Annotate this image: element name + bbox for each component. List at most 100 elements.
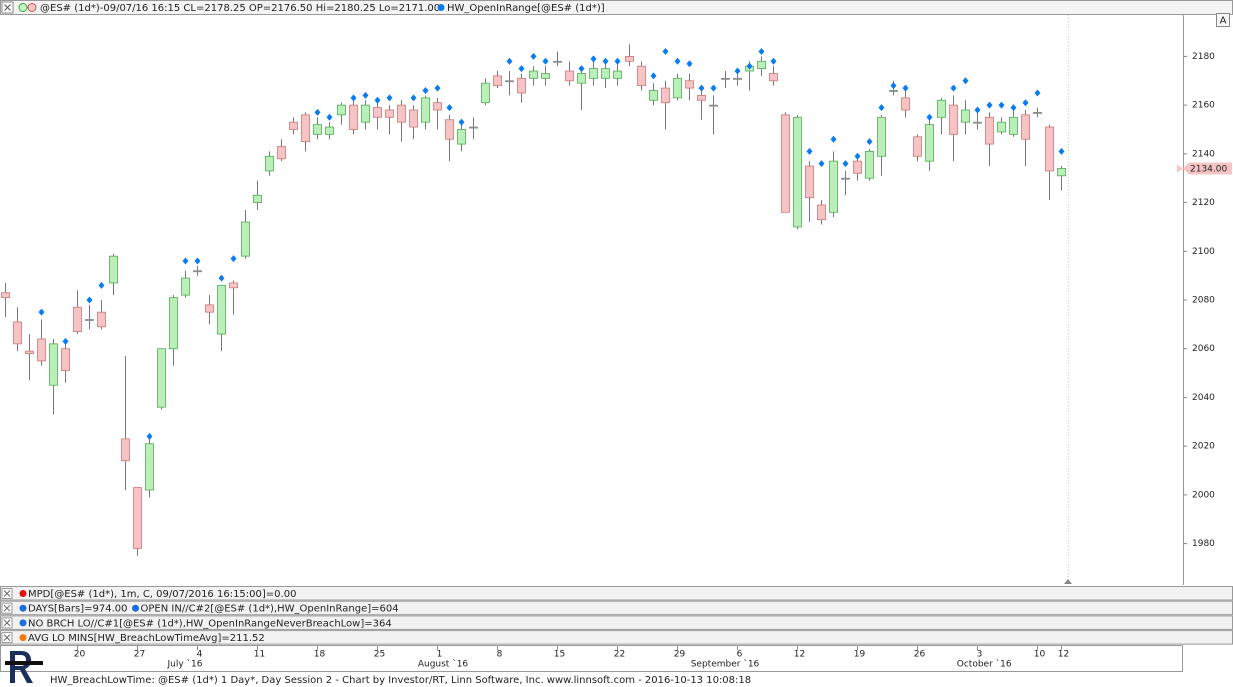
indicator-dot <box>410 94 417 102</box>
legend-entry: HW_OpenInRange[@ES# (1d*)] <box>447 3 605 14</box>
candle-body <box>25 350 34 354</box>
candle-body <box>541 73 550 79</box>
candle-body <box>793 116 802 228</box>
panel-label: NO BRCH LO//C#1[@ES# (1d*),HW_OpenInRang… <box>28 618 392 629</box>
indicator-dot <box>842 160 849 168</box>
candle-body <box>289 121 298 130</box>
candle-body <box>385 109 394 118</box>
y-tick-label: 2100 <box>1192 247 1215 257</box>
candle-body <box>145 443 154 491</box>
y-tick-label: 2000 <box>1192 490 1215 500</box>
candle-body <box>1 292 10 298</box>
candle-body <box>73 306 82 333</box>
legend-down-icon <box>27 3 37 12</box>
indicator-dot <box>326 113 333 121</box>
candle-body <box>301 114 310 143</box>
indicator-dot <box>446 104 453 112</box>
candle-body <box>277 146 286 160</box>
x-tick-label: 12 <box>794 650 805 660</box>
y-tick-label: 2040 <box>1192 393 1215 403</box>
indicator-dot <box>686 60 693 68</box>
indicator-dot <box>434 84 441 92</box>
x-tick-label: 19 <box>854 650 866 660</box>
candle-body <box>961 109 970 123</box>
candle-body <box>577 73 586 84</box>
candle-body <box>157 348 166 408</box>
candle-body <box>565 70 574 82</box>
indicator-dot <box>590 55 597 63</box>
scale-button-label: A <box>1220 16 1227 27</box>
candle-body <box>865 151 874 179</box>
candle-body <box>661 87 670 104</box>
x-tick-label: 1 <box>437 650 443 660</box>
candle-body <box>361 104 370 123</box>
candle-body <box>685 80 694 89</box>
legend-up-icon <box>18 3 28 12</box>
indicator-dot <box>734 67 741 75</box>
x-tick-label: 8 <box>497 650 503 660</box>
panel-label: DAYS[Bars]=974.00 <box>28 604 128 615</box>
candle-body <box>313 124 322 135</box>
indicator-dot <box>674 57 681 65</box>
indicator-dot <box>542 57 549 65</box>
candle-body <box>13 321 22 345</box>
legend-dot-icon <box>437 4 445 11</box>
indicator-dot <box>230 255 237 263</box>
close-icon <box>4 4 11 11</box>
indicator-dot <box>746 62 753 70</box>
indicator-dot <box>818 160 825 168</box>
cursor-marker <box>1064 579 1072 584</box>
panel-close-icon <box>3 634 11 641</box>
candle-body <box>901 97 910 111</box>
candle-body <box>877 116 886 157</box>
last-price-arrow <box>1177 164 1183 173</box>
indicator-dot <box>986 101 993 109</box>
indicator-dot <box>218 274 225 282</box>
candle-body <box>721 77 730 80</box>
candle-body <box>769 73 778 82</box>
indicator-dot <box>530 52 537 60</box>
indicator-dot <box>830 135 837 143</box>
candle-body <box>829 160 838 213</box>
candle-body <box>241 221 250 257</box>
candle-body <box>709 104 718 107</box>
last-price-marker <box>1183 162 1232 175</box>
scale-button[interactable] <box>1216 13 1230 27</box>
y-tick-label: 2160 <box>1192 101 1215 111</box>
candle-body <box>49 343 58 386</box>
candle-body <box>517 77 526 94</box>
indicator-dot <box>518 65 525 73</box>
panel-dot <box>19 604 27 612</box>
candle-body <box>781 114 790 213</box>
candle-body <box>325 126 334 135</box>
candle-body <box>589 68 598 79</box>
month-label: August `16 <box>418 659 469 670</box>
candle-body <box>121 438 130 462</box>
candle-body <box>1033 112 1042 114</box>
candle-body <box>985 116 994 145</box>
indicator-dot <box>194 257 201 265</box>
panel-close-icon <box>3 619 11 627</box>
indicator-dot <box>710 84 717 92</box>
indicator-dot <box>878 104 885 112</box>
candle-body <box>37 338 46 362</box>
panel-dot <box>19 619 27 627</box>
indicator-dot <box>662 48 669 56</box>
indicator-dot <box>866 138 873 146</box>
y-tick-label: 2180 <box>1192 52 1215 62</box>
candle-body <box>181 277 190 296</box>
candle-body <box>481 82 490 104</box>
indicator-dot <box>1010 104 1017 112</box>
indicator-dot <box>770 57 777 65</box>
candle-body <box>265 155 274 172</box>
candle-body <box>469 126 478 129</box>
candle-body <box>193 270 202 273</box>
indicator-dot <box>146 432 153 440</box>
indicator-dot <box>1034 89 1041 97</box>
y-tick-label: 2120 <box>1192 198 1215 208</box>
month-label: September `16 <box>691 659 760 670</box>
candle-body <box>421 97 430 123</box>
x-tick-label: 22 <box>614 650 625 660</box>
indicator-dot <box>926 113 933 121</box>
